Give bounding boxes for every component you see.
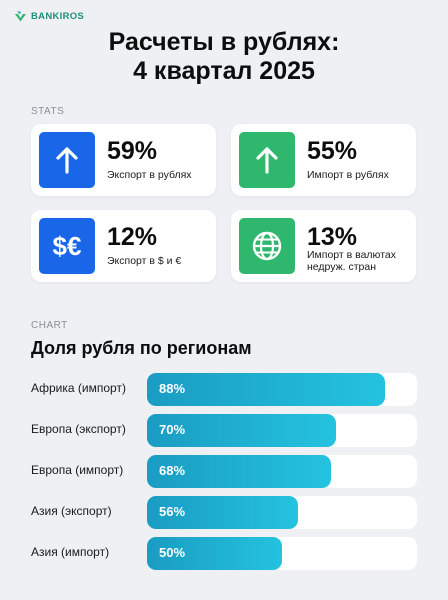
bar-row: Азия (экспорт) 56% <box>0 496 448 529</box>
arrow-up-icon <box>56 147 78 174</box>
page-title-line-2: 4 квартал 2025 <box>133 57 315 85</box>
stat-caption-line-1: Импорт в валютах <box>307 249 396 261</box>
bar-value-label: 68% <box>159 463 186 478</box>
brand-name: BANKIROS <box>31 11 85 22</box>
globe-icon <box>252 231 282 261</box>
bar-category-label: Европа (экспорт) <box>31 422 126 436</box>
bankiros-logo-icon <box>15 11 26 22</box>
stat-tile <box>39 132 95 188</box>
bar <box>147 537 282 570</box>
bar-row: Европа (импорт) 68% <box>0 455 448 488</box>
page-title: Расчеты в рублях: 4 квартал 2025 <box>0 28 448 86</box>
stat-value: 13% <box>307 223 358 251</box>
stat-caption: Экспорт в $ и € <box>107 255 182 267</box>
dollar-euro-icon: $€ <box>52 230 82 261</box>
stat-caption-line-2: недруж. стран <box>307 261 377 273</box>
bar-category-label: Африка (импорт) <box>31 381 126 395</box>
stat-card-export-fx: $€ 12% Экспорт в $ и € <box>31 210 216 282</box>
chart-section-label: CHART <box>31 320 68 331</box>
stat-value: 59% <box>107 137 158 165</box>
bar-row: Европа (экспорт) 70% <box>0 414 448 447</box>
stat-card-import-rub: 55% Импорт в рублях <box>231 124 416 196</box>
stat-tile <box>239 132 295 188</box>
bar-row: Африка (импорт) 88% <box>0 373 448 406</box>
bar-value-label: 70% <box>159 422 186 437</box>
bar <box>147 414 336 447</box>
stat-tile <box>239 218 295 274</box>
page-title-line-1: Расчеты в рублях: <box>108 28 340 56</box>
bar <box>147 455 331 488</box>
bar <box>147 496 298 529</box>
stat-value: 55% <box>307 137 358 165</box>
stat-card-import-unfriendly: 13% Импорт в валютах недруж. стран <box>231 210 416 282</box>
arrow-up-icon <box>256 147 278 174</box>
bar-category-label: Азия (импорт) <box>31 545 110 559</box>
stat-value: 12% <box>107 223 158 251</box>
bar <box>147 373 385 406</box>
stat-tile: $€ <box>39 218 95 274</box>
chart-title: Доля рубля по регионам <box>31 338 252 358</box>
stats-section-label: STATS <box>31 106 65 117</box>
bar-value-label: 50% <box>159 545 186 560</box>
bar-row: Азия (импорт) 50% <box>0 537 448 570</box>
stat-caption: Импорт в рублях <box>307 169 389 181</box>
bar-category-label: Европа (импорт) <box>31 463 124 477</box>
bar-value-label: 88% <box>159 381 186 396</box>
brand: BANKIROS <box>14 11 84 22</box>
bar-category-label: Азия (экспорт) <box>31 504 112 518</box>
bar-value-label: 56% <box>159 504 186 519</box>
stat-card-export-rub: 59% Экспорт в рублях <box>31 124 216 196</box>
stat-caption: Импорт в валютах недруж. стран <box>307 249 412 273</box>
stat-caption: Экспорт в рублях <box>107 169 192 181</box>
